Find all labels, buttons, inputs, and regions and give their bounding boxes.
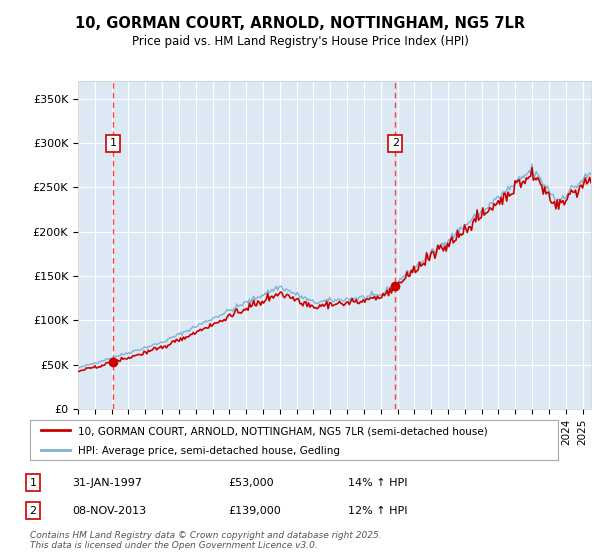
Text: 08-NOV-2013: 08-NOV-2013 [72,506,146,516]
Text: HPI: Average price, semi-detached house, Gedling: HPI: Average price, semi-detached house,… [77,446,340,456]
Text: Contains HM Land Registry data © Crown copyright and database right 2025.
This d: Contains HM Land Registry data © Crown c… [30,530,382,550]
Text: Price paid vs. HM Land Registry's House Price Index (HPI): Price paid vs. HM Land Registry's House … [131,35,469,48]
Text: 1: 1 [29,478,37,488]
Text: 2: 2 [392,138,399,148]
Text: 2: 2 [29,506,37,516]
Text: 31-JAN-1997: 31-JAN-1997 [72,478,142,488]
Text: 14% ↑ HPI: 14% ↑ HPI [348,478,407,488]
Text: 12% ↑ HPI: 12% ↑ HPI [348,506,407,516]
Text: £139,000: £139,000 [228,506,281,516]
Text: £53,000: £53,000 [228,478,274,488]
Text: 1: 1 [109,138,116,148]
Text: 10, GORMAN COURT, ARNOLD, NOTTINGHAM, NG5 7LR (semi-detached house): 10, GORMAN COURT, ARNOLD, NOTTINGHAM, NG… [77,426,487,436]
Text: 10, GORMAN COURT, ARNOLD, NOTTINGHAM, NG5 7LR: 10, GORMAN COURT, ARNOLD, NOTTINGHAM, NG… [75,16,525,31]
